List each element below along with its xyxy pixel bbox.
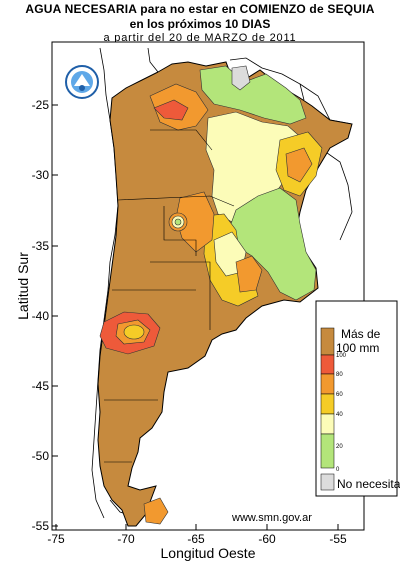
legend-no-need-label: No necesita <box>337 477 400 491</box>
legend-swatch-80-100 <box>320 354 335 375</box>
zone-80-100-northwest <box>153 99 189 121</box>
y-tick-label: -35 <box>32 239 50 253</box>
zone-60-80-south-buenos-aires <box>235 255 263 293</box>
x-tick-label: -55 <box>329 532 347 546</box>
map-title-line-1: AGUA NECESARIA para no estar en COMIENZO… <box>25 2 375 16</box>
smn-logo <box>65 65 99 99</box>
bullseye-mendoza <box>168 212 188 232</box>
legend-swatch-0-20 <box>320 433 335 469</box>
legend-value-40: 40 <box>336 412 343 418</box>
legend-swatch-60-80 <box>320 373 335 395</box>
zone-40-60-patagonia <box>123 324 145 340</box>
legend-more-than-label: Más de <box>341 327 381 341</box>
legend-value-100: 100 <box>336 353 347 359</box>
map-title-date: a partir del 20 de MARZO de 2011 <box>103 32 297 44</box>
legend-swatch-over-100 <box>320 327 335 356</box>
y-tick-label: -50 <box>32 449 50 463</box>
zone-60-80-tierra-del-fuego <box>143 497 169 525</box>
x-tick-label: -75 <box>47 532 65 546</box>
legend-value-0: 0 <box>336 467 340 473</box>
map-title-line-2: en los próximos 10 DIAS <box>129 17 271 31</box>
legend-100mm-label: 100 mm <box>336 341 379 355</box>
legend: Más de 100 mm 100 80 60 40 20 0 No neces… <box>315 300 400 497</box>
y-axis-title: Latitud Sur <box>15 252 31 320</box>
y-tick-label: -45 <box>32 379 50 393</box>
y-tick-label: -30 <box>32 168 50 182</box>
legend-value-60: 60 <box>336 392 343 398</box>
province-borders <box>104 129 235 463</box>
x-tick-label: -60 <box>258 532 276 546</box>
legend-swatch-40-60 <box>320 393 335 415</box>
x-axis-title: Longitud Oeste <box>161 545 256 561</box>
y-tick-label: -55 <box>32 519 50 533</box>
y-axis: -25 -30 -35 -40 -45 -50 -55 <box>32 98 58 533</box>
y-tick-label: -40 <box>32 309 50 323</box>
x-tick-label: -65 <box>187 532 205 546</box>
zone-60-80-east <box>285 147 313 183</box>
source-url: www.smn.gov.ar <box>231 512 312 524</box>
legend-value-20: 20 <box>336 444 343 450</box>
legend-swatch-no-need <box>320 473 335 491</box>
x-tick-label: -70 <box>117 532 135 546</box>
legend-swatch-20-40 <box>320 413 335 435</box>
zone-no-need <box>231 65 251 91</box>
y-tick-label: -25 <box>32 98 50 112</box>
legend-value-80: 80 <box>336 372 343 378</box>
x-axis: -75 -70 -65 -60 -55 <box>47 524 347 546</box>
